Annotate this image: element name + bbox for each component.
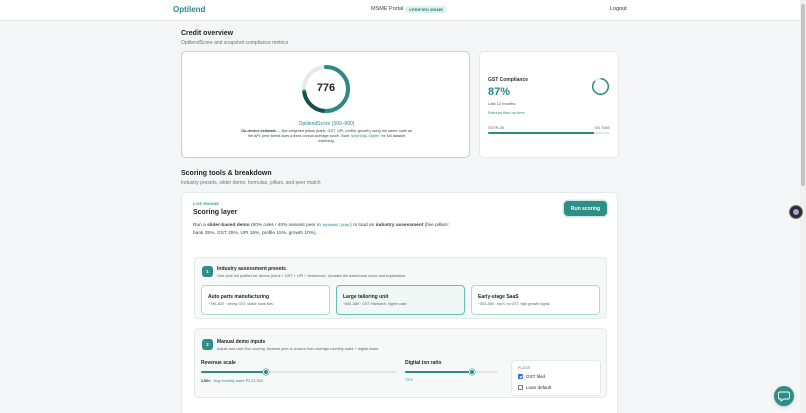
score-desc-bold: On-device estimate <box>241 129 276 133</box>
preset-desc: ~550–650 · burn, no GST, high growth sig… <box>478 302 550 306</box>
revenue-multiplier: 1.00× <box>201 379 211 383</box>
gst-title: GST Compliance <box>488 77 529 83</box>
score-description: On-device estimate — five weighted pilla… <box>240 129 413 145</box>
scoring-tools-title: Scoring tools & breakdown <box>181 170 272 177</box>
gst-bar-right-label: ON TIME <box>594 126 610 130</box>
preset-tailoring-unit[interactable]: Large tailoring unit ~600–680 · GST mism… <box>336 285 465 315</box>
gst-returns-link[interactable]: Returns filed on time <box>488 110 525 115</box>
score-value: 776 <box>316 82 336 94</box>
floating-avatar[interactable] <box>789 205 803 219</box>
gst-arc <box>591 77 610 96</box>
preset-name: Early-stage SaaS <box>478 294 519 300</box>
engine-desc-1: Run a <box>193 223 208 228</box>
revenue-scale-label: Revenue scale <box>201 360 236 366</box>
revenue-scale-slider[interactable] <box>201 369 397 375</box>
gst-filed-checkbox[interactable]: GST filed <box>518 374 545 379</box>
manual-panel-subtitle: Adjust and click Run scoring. Nearest pe… <box>217 347 380 351</box>
engine-desc-bold-1: slider-based demo <box>207 223 250 228</box>
engine-desc-code: dataset.json <box>322 223 351 227</box>
revenue-avg-sales: Avg monthly sales ₹2,03,333 <box>213 379 263 383</box>
flags-title: FLAGS <box>518 366 531 370</box>
verified-badge: VERIFIED MSME <box>405 6 448 13</box>
presets-panel-subtitle: One-click full profiles for demos (bank … <box>217 274 407 278</box>
score-arc <box>302 65 350 113</box>
digital-ratio-slider[interactable] <box>405 369 498 375</box>
gst-progress-bar <box>488 132 610 134</box>
manual-panel-title: Manual demo inputs <box>217 339 266 345</box>
score-ring <box>302 65 350 113</box>
gst-progress-fill <box>488 132 595 134</box>
logout-link[interactable]: Logout <box>610 6 627 12</box>
chat-button[interactable] <box>774 386 794 406</box>
gst-ring <box>591 77 610 96</box>
top-nav-bar: Optilend MSME Portal VERIFIED MSME Logou… <box>0 0 806 21</box>
step-badge-1: 1 <box>202 266 213 277</box>
scoring-layer-description: Run a slider-based demo (60% rules / 40%… <box>193 221 453 238</box>
gst-percent: 87% <box>488 86 511 98</box>
avatar-icon <box>792 208 799 215</box>
digital-ratio-label: Digital txn ratio <box>405 360 442 366</box>
run-scoring-button[interactable]: Run scoring <box>564 201 607 216</box>
gst-filed-label: GST filed <box>526 374 546 379</box>
portal-label: MSME Portal <box>371 6 404 12</box>
preset-desc: ~600–680 · GST mismatch, higher cash <box>343 302 407 306</box>
brand-logo[interactable]: Optilend <box>173 5 206 14</box>
score-scale-label: OptilendScore (300–900) <box>298 121 355 127</box>
scoring-layer-title: Scoring layer <box>193 209 238 216</box>
scoring-tools-subtitle: Industry presets, slider demo, formulas,… <box>181 180 321 186</box>
revenue-slider-handle[interactable] <box>262 369 269 375</box>
live-engine-tag: LIVE ENGINE <box>193 202 220 206</box>
scrollbar-thumb[interactable] <box>801 4 805 186</box>
engine-desc-bold-2: industry assessment <box>375 223 424 228</box>
page-scrollbar[interactable] <box>800 0 806 413</box>
step-badge-2: 2 <box>202 339 213 350</box>
score-card: 776 OptilendScore (300–900) On-device es… <box>181 51 470 158</box>
revenue-scale-value: 1.00× · Avg monthly sales ₹2,03,333 <box>201 379 263 383</box>
gst-period: Last 12 months <box>488 101 516 106</box>
loan-default-checkbox[interactable]: Loan default <box>518 385 551 390</box>
loan-default-label: Loan default <box>526 385 552 390</box>
preset-auto-parts[interactable]: Auto parts manufacturing ~780–820 · stro… <box>201 285 330 315</box>
engine-desc-4: (five pillars: bank 35%, GST 25%, UPI 15… <box>193 223 449 236</box>
checkbox-checked-icon[interactable] <box>518 374 523 379</box>
digital-ratio-fill <box>405 371 472 373</box>
presets-panel-title: Industry assessment presets <box>217 266 286 272</box>
credit-overview-title: Credit overview <box>181 30 234 37</box>
score-desc-text: — five weighted pillars (bank, GST, UPI,… <box>247 129 412 139</box>
digital-ratio-handle[interactable] <box>468 369 475 375</box>
preset-desc: ~780–820 · strong GST, stable bank flow <box>208 302 274 306</box>
preset-early-saas[interactable]: Early-stage SaaS ~550–650 · burn, no GST… <box>471 285 600 315</box>
gst-bar-left-label: GSTR-3B <box>488 126 505 130</box>
engine-desc-2: (60% rules / 40% nearest peer in <box>249 223 323 228</box>
score-desc-tail: for full dataset matching. <box>318 134 406 144</box>
preset-name: Auto parts manufacturing <box>208 294 270 300</box>
checkbox-unchecked-icon[interactable] <box>518 385 523 390</box>
gst-compliance-card: GST Compliance 87% Last 12 months Return… <box>479 51 619 158</box>
preset-name: Large tailoring unit <box>343 294 389 300</box>
credit-overview-subtitle: OptilendScore and snapshot compliance me… <box>181 40 289 46</box>
chat-bubble-icon <box>778 391 790 402</box>
score-desc-code: scoring-layer <box>350 134 381 139</box>
flags-box: FLAGS GST filed Loan default <box>511 360 601 396</box>
scoring-layer-card: LIVE ENGINE Scoring layer Run scoring Ru… <box>181 192 618 413</box>
engine-desc-3: ) or load an <box>350 223 376 228</box>
revenue-slider-fill <box>201 371 266 373</box>
digital-ratio-value: 72% <box>405 378 413 382</box>
